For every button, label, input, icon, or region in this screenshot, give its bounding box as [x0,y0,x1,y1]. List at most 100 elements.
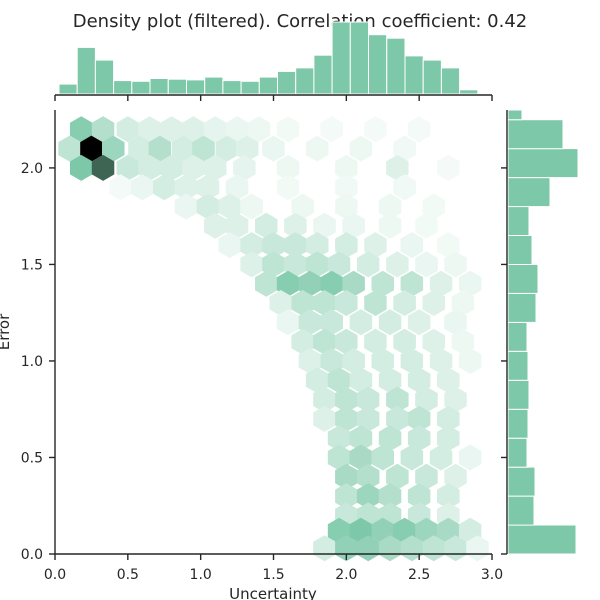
hexbin-cell [291,290,314,316]
hexbin-cell [305,251,329,278]
x-marginal-bar [258,76,278,95]
y-marginal-bar [507,437,528,468]
hexbin-cell [171,135,195,162]
hexbin-cell [407,425,431,452]
hexbin-cell [378,212,402,239]
hexbin-cell [276,309,300,336]
hexbin-cell [342,212,365,239]
y-marginal-bar [507,466,536,497]
hexbin-cell [153,174,176,201]
hexbin-cell [160,154,183,181]
x-marginal-bar [240,80,260,95]
hexbin-cell [116,116,140,143]
hexbin-cell [320,309,343,336]
hexbin-cell [444,251,467,278]
hexbin-cell [356,251,380,278]
y-axis-label: Error [0,313,13,350]
hexbin-cell [174,174,198,201]
hexbin-cell [437,405,460,432]
hexbin-cell [305,135,329,162]
hexbin-cell [70,154,93,181]
hexbin-cell [429,444,453,471]
y-marginal-bar [507,524,577,555]
y-marginal-bar [507,109,523,121]
hexbin-cell [284,212,307,239]
hexbin-cell [313,386,336,413]
x-tick-label: 2.5 [408,567,430,583]
hexbin-cell [255,270,278,297]
hexbin-cell [393,328,416,355]
hexbin-cell [378,309,402,336]
hexbin-cell [451,290,475,316]
hexbin-cell [378,367,402,394]
hexbin-cell [80,135,103,162]
hexbin-cell [407,405,431,432]
hexbin-cell [131,174,154,201]
hexbin-cell [386,386,409,413]
y-tick-label: 0.5 [21,450,43,466]
hexbin-cell [327,251,351,278]
hexbin-cell [276,116,300,143]
hexbin-cell [335,463,358,490]
hexbin-cell [458,444,482,471]
hexbin-cell [371,444,394,471]
hexbin-cell [236,135,259,162]
x-marginal-bar [94,59,115,95]
x-marginal-bar [368,34,388,95]
x-tick-label: 3.0 [481,567,503,583]
y-marginal-bar [507,408,529,439]
y-marginal-bar [507,119,564,150]
hexbin-cell [335,154,358,181]
x-marginal-bar [131,80,151,95]
hexbin-cell [407,367,431,394]
y-tick-label: 1.0 [21,354,43,370]
hexbin-cell [422,193,445,220]
y-marginal-bar [507,148,579,179]
hexbin-cell [240,251,263,278]
hexbin-cell [225,116,249,143]
x-marginal-bar [76,46,96,95]
hexbin-cell [225,174,249,201]
hexbin-cell [400,444,424,471]
hexbin-cell [437,483,460,510]
hexbin-cell [335,290,358,316]
hexbin-cell [356,386,380,413]
hexbin-cell [247,116,271,143]
hexbin-cell [349,135,373,162]
hexbin-cell [160,116,183,143]
hexbin-cell [407,483,431,510]
hexbin-cell [407,309,431,336]
hexbin-cell [364,232,387,259]
hexbin-cell [386,251,409,278]
hexbin-cell [196,174,220,201]
hexbin-cell [422,290,445,316]
hexbin-cell [386,405,409,432]
hexbin-cell [356,405,380,432]
hexbin-cell [393,135,416,162]
x-marginal-bar [422,59,442,95]
hexbin-cell [335,193,358,220]
hexbin-cell [284,232,307,259]
hexbin-cell [128,135,151,162]
hexbin-cell [451,328,475,355]
hexbin-cell [240,232,263,259]
x-marginal-bar [295,67,315,95]
hexbin-cell [313,290,336,316]
hexbin-cell [313,328,336,355]
x-marginal-bar [404,55,424,95]
x-marginal-bar [349,21,369,95]
y-marginal-bar [507,350,529,381]
hexbin-cell [335,386,358,413]
hexbin-cell [233,154,256,181]
hexbin-cell [204,154,227,181]
hexbin-cell [291,328,314,355]
hexbin-cell [174,193,198,220]
hexbin-cell [415,386,438,413]
hexbin-cell [116,154,140,181]
y-marginal-bar [507,263,539,294]
hexbin-cell [91,154,115,181]
hexbin-cell [437,232,460,259]
y-tick-label: 1.5 [21,257,43,273]
hexbin-cell [192,135,215,162]
